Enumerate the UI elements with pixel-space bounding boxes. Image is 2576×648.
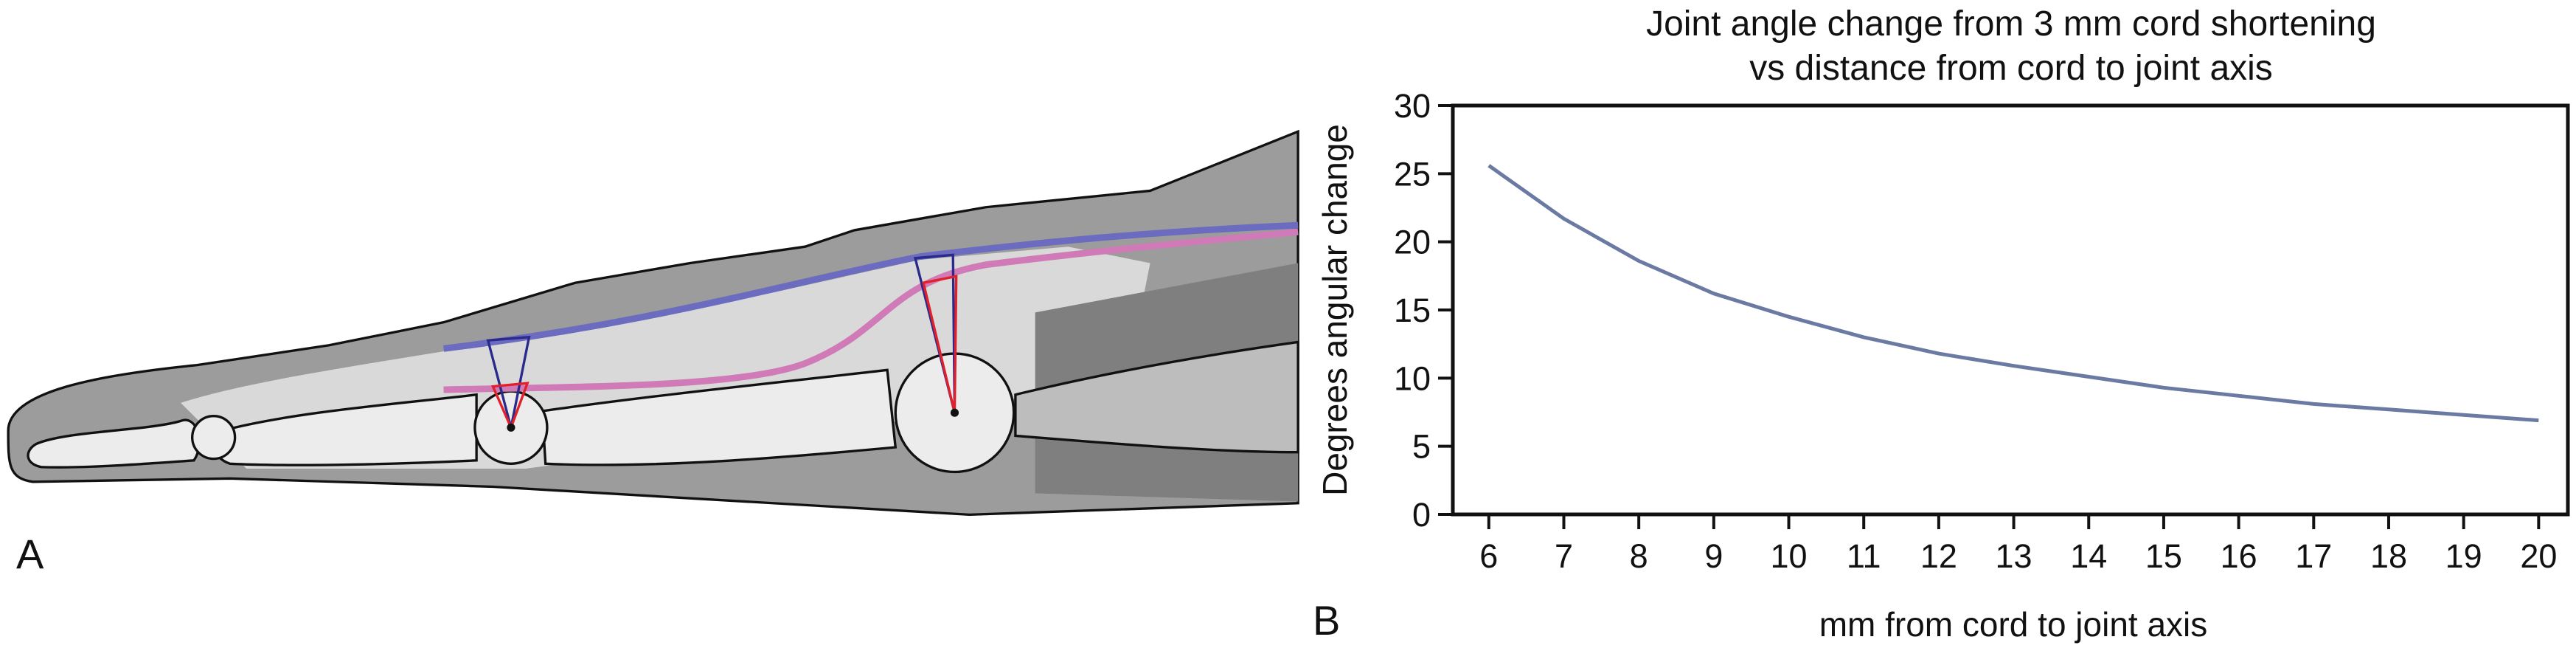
x-tick-label: 9 [1704, 537, 1723, 575]
y-tick-label: 5 [1412, 428, 1431, 466]
panel-label: B [1313, 597, 1340, 644]
data-line [1487, 164, 2539, 423]
chart-title: vs distance from cord to joint axis [1749, 49, 2273, 88]
x-tick-label: 6 [1479, 537, 1498, 575]
chart-title: Joint angle change from 3 mm cord shorte… [1646, 4, 2376, 44]
x-tick-label: 14 [2070, 537, 2107, 575]
angle-red-large [922, 275, 958, 413]
cord-volar [443, 228, 1299, 393]
panel-label: A [16, 531, 44, 577]
x-tick-label: 13 [1996, 537, 2032, 575]
metacarpal [1014, 340, 1299, 454]
x-axis-label: mm from cord to joint axis [1819, 605, 2208, 644]
y-tick-label: 15 [1394, 292, 1431, 329]
y-axis-label: Degrees angular change [1316, 124, 1354, 496]
x-tick-label: 7 [1555, 537, 1573, 575]
x-tick-label: 15 [2145, 537, 2182, 575]
x-tick-label: 20 [2520, 537, 2557, 575]
dip-joint [191, 415, 237, 461]
angle-blue-small [486, 335, 531, 428]
y-tick-label: 10 [1394, 359, 1431, 397]
x-tick-label: 12 [1920, 537, 1957, 575]
cord-dorsal [443, 221, 1299, 352]
x-tick-label: 19 [2445, 537, 2482, 575]
x-tick-label: 18 [2370, 537, 2407, 575]
finger-illustration [7, 129, 1299, 517]
x-tick-label: 17 [2295, 537, 2332, 575]
x-tick-label: 16 [2221, 537, 2257, 575]
angle-red-small [490, 382, 530, 431]
x-tick-label: 8 [1630, 537, 1648, 575]
y-tick-label: 20 [1394, 224, 1431, 261]
y-tick-label: 25 [1394, 155, 1431, 193]
y-tick-label: 0 [1412, 496, 1431, 534]
x-tick-label: 11 [1847, 537, 1881, 575]
middle-bone [212, 393, 478, 466]
y-tick-label: 30 [1394, 87, 1431, 125]
joint-axis [950, 408, 959, 417]
plot-frame [1451, 103, 2570, 517]
x-tick-label: 10 [1771, 537, 1808, 575]
distal-bone [27, 418, 201, 469]
proximal-bone [541, 368, 898, 466]
joint-axis [507, 423, 515, 432]
